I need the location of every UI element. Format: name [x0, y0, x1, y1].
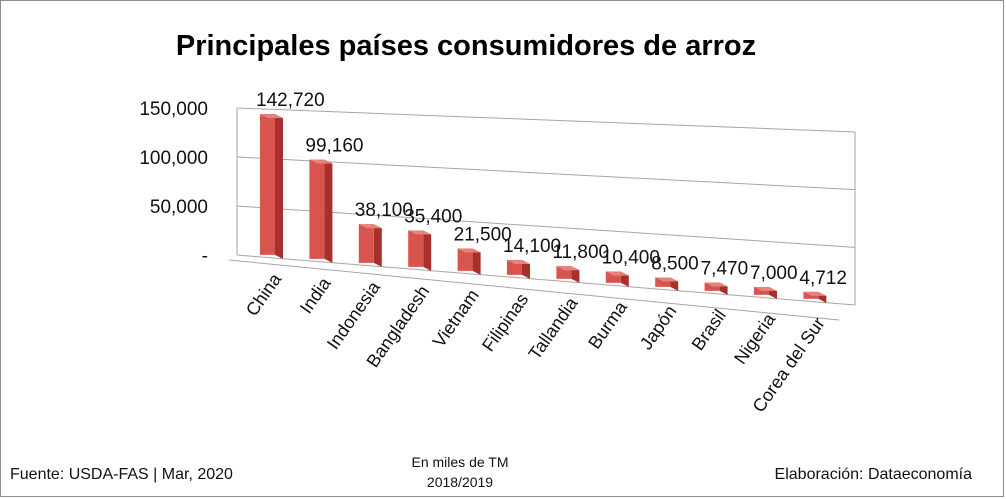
gridlines: [228, 107, 856, 321]
bar-side: [275, 114, 283, 259]
bar-side: [324, 159, 333, 263]
bar-front: [260, 114, 275, 255]
bar-nigeria: [754, 286, 777, 299]
credit-note: Elaboración: Dataeconomía: [774, 466, 972, 483]
period-label: 2018/2019: [426, 474, 494, 490]
value-label: 38,100: [355, 200, 413, 221]
category-label: Filipinas: [478, 290, 532, 356]
chart-title: Principales países consumidores de arroz: [176, 30, 756, 62]
gridline: [236, 254, 856, 306]
unit-note: En miles de TM 2018/2019: [360, 452, 560, 492]
bar-top: [358, 224, 382, 229]
y-axis-ticks: - 50,000 100,000 150,000: [139, 99, 208, 267]
bar-filipinas: [507, 259, 530, 279]
category-label: Japón: [636, 302, 681, 354]
y-tick-label: 50,000: [150, 197, 208, 218]
bar-top: [260, 114, 283, 119]
source-note: Fuente: USDA-FAS | Mar, 2020: [10, 466, 233, 483]
value-label: 14,100: [503, 236, 561, 257]
category-label: China: [242, 269, 286, 320]
unit-label: En miles de TM: [411, 454, 509, 470]
bar-japón: [655, 277, 679, 291]
bar-front: [754, 286, 769, 295]
y-tick-label: 150,000: [139, 99, 208, 120]
bar-front: [408, 230, 424, 267]
category-label: Tallandia: [525, 293, 583, 363]
bar-side: [571, 266, 580, 283]
bar-front: [358, 224, 374, 263]
bar-burma: [605, 271, 629, 287]
value-label: 142,720: [256, 90, 325, 111]
bar-corea-del-sur: [803, 291, 827, 303]
bar-side: [522, 259, 530, 279]
bar-top: [408, 230, 432, 235]
gridline: [236, 156, 856, 191]
bar-top: [457, 248, 481, 253]
bar-tallandia: [556, 266, 580, 283]
bar-bangladesh: [408, 230, 432, 271]
value-label: 8,500: [651, 254, 699, 275]
value-label: 10,400: [602, 248, 660, 269]
bar-top: [507, 259, 530, 264]
bar-front: [309, 159, 325, 259]
bar-top: [655, 277, 679, 282]
category-label: India: [296, 273, 335, 317]
bar-side: [373, 224, 382, 267]
category-label: Nigeria: [730, 309, 780, 368]
bar-top: [556, 266, 580, 271]
bar-indonesia: [358, 224, 382, 267]
bar-front: [655, 277, 671, 287]
bar-front: [605, 271, 621, 283]
gridline: [236, 205, 856, 248]
bar-china: [260, 114, 283, 259]
value-label: 4,712: [799, 268, 847, 289]
value-label: 11,800: [552, 242, 609, 263]
bar-top: [754, 286, 777, 291]
bar-top: [605, 271, 629, 276]
y-tick-label: -: [202, 246, 208, 267]
value-label: 7,470: [701, 259, 749, 280]
bar-top: [309, 159, 333, 164]
gridline: [236, 107, 856, 133]
bar-top: [803, 291, 827, 296]
floor-edge: [228, 259, 840, 321]
y-tick-label: 100,000: [139, 148, 208, 169]
category-label: Burma: [584, 297, 631, 353]
category-labels: China IndiaIndonesiaBangladeshVietnamFili…: [242, 269, 829, 416]
value-label: 7,000: [750, 263, 798, 284]
bar-brasil: [704, 282, 728, 295]
bar-front: [704, 282, 720, 291]
bar-side: [423, 230, 432, 271]
bar-front: [457, 248, 473, 271]
bar-india: [309, 159, 333, 263]
category-label: Vietnam: [429, 286, 483, 351]
bar-top: [704, 282, 728, 287]
value-labels: 142,720 99,160 38,10035,40021,50014,10011,…: [256, 90, 847, 289]
category-label: Brasil: [688, 306, 730, 354]
bar-vietnam: [457, 248, 481, 275]
value-label: 21,500: [454, 224, 512, 245]
bars: [260, 114, 827, 303]
value-label: 35,400: [404, 206, 462, 227]
value-label: 99,160: [305, 136, 363, 157]
bar-side: [472, 248, 481, 275]
